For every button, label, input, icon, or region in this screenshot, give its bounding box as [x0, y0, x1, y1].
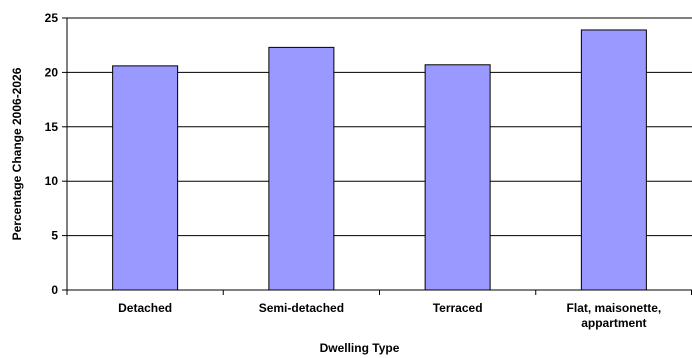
y-tick-label: 15	[45, 120, 59, 134]
x-category-label: Semi-detached	[259, 301, 344, 315]
y-tick-label: 20	[45, 65, 59, 79]
x-category-label: Flat, maisonette, appartment	[567, 301, 662, 330]
x-category-label: Detached	[118, 301, 172, 315]
bars	[112, 29, 647, 291]
y-tick-label: 10	[45, 174, 59, 188]
x-axis-categories: Detached Semi-detached Terraced Flat, maiso…	[66, 290, 692, 330]
x-category-label: Terraced	[433, 301, 483, 315]
y-tick-label: 5	[51, 229, 58, 243]
bar-flat-maisonette-appartment	[580, 29, 647, 291]
bar-detached	[112, 65, 179, 291]
bar-semi-detached	[268, 46, 335, 291]
y-tick-label: 0	[51, 283, 58, 297]
x-axis-title: Dwelling Type	[320, 341, 400, 355]
bar-terraced	[424, 64, 491, 291]
y-axis-ticks: 0 5 10 15 20 25	[45, 11, 67, 297]
y-axis-title: Percentage Change 2006-2026	[10, 67, 24, 240]
y-tick-label: 25	[45, 11, 59, 25]
